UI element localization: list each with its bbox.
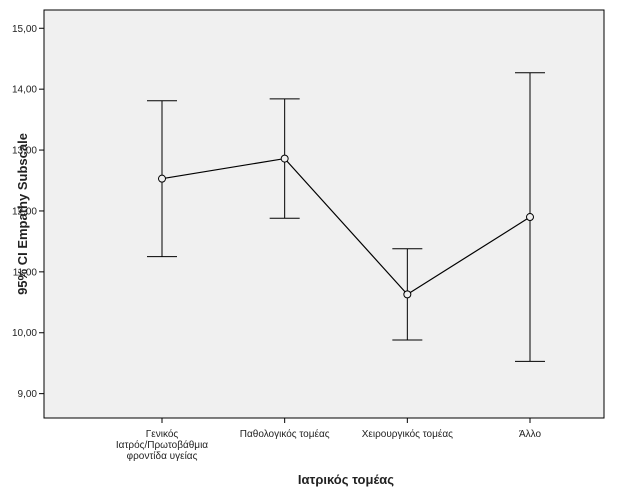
mean-point [158,174,166,183]
x-tick-label: Γενικός Ιατρός/Πρωτοβάθμια φροντίδα υγείας [116,428,208,462]
x-axis-title: Ιατρικός τομέας [298,472,394,487]
y-tick-label: 11,00 [13,267,38,278]
mean-points [158,154,534,299]
y-tick-label: 15,00 [12,24,37,35]
mean-line [161,157,531,296]
x-axis-ticks: Γενικός Ιατρός/Πρωτοβάθμια φροντίδα υγείας… [116,418,542,462]
x-tick-label: Άλλο [519,429,542,440]
mean-point [526,213,534,222]
x-tick-label: Χειρουργικός τομέας [362,428,453,440]
y-tick-label: 10,00 [12,328,37,339]
y-tick-label: 13,00 [12,146,37,157]
plot-area [43,9,605,419]
mean-point [403,290,412,299]
mean-point [280,154,289,163]
y-tick-label: 14,00 [12,85,37,96]
y-axis-ticks: 9,00 10,00 11,00 12,00 13,00 14,00 15,00 [12,24,44,400]
y-tick-label: 12,00 [12,206,37,217]
y-axis-title: 95% CI Empathy Subscale [15,133,30,295]
y-tick-label: 9,00 [18,389,38,400]
x-tick-label: Παθολογικός τομέας [240,428,330,440]
